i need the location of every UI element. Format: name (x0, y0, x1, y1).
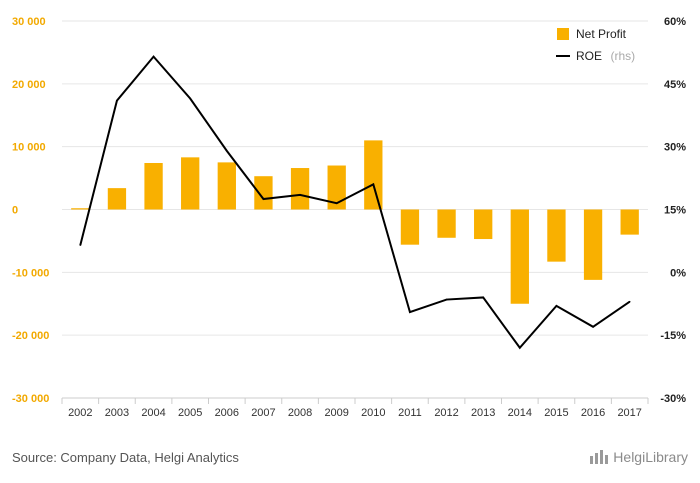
x-tick-label: 2016 (581, 407, 605, 419)
bar-net-profit-2016 (583, 209, 603, 280)
y-left-tick-label: -20 000 (12, 330, 49, 342)
y-left-tick-label: 30 000 (12, 16, 46, 28)
roe-point-2012 (445, 298, 448, 301)
brand: HelgiLibrary (589, 449, 688, 465)
legend-swatch-net-profit (557, 28, 569, 40)
x-tick-label: 2017 (617, 407, 641, 419)
brand-name: HelgiLibrary (613, 449, 688, 465)
y-right-tick-label: 45% (664, 79, 686, 91)
x-tick-label: 2003 (105, 407, 129, 419)
legend-label-roe: ROE (576, 49, 602, 63)
bar-net-profit-2004 (144, 163, 163, 210)
roe-point-2016 (592, 325, 594, 328)
axes: 2002 2003 2004 2005 2006 2007 2008 2009 2010 2011… (12, 16, 686, 419)
y-right-tick-label: 30% (664, 142, 686, 154)
bar-net-profit-2003 (107, 188, 127, 210)
x-tick-label: 2005 (178, 407, 202, 419)
x-tick-label: 2011 (398, 407, 422, 419)
x-tick-label: 2004 (141, 407, 165, 419)
bar-net-profit-2009 (327, 165, 346, 210)
roe-point-2011 (409, 311, 411, 313)
y-left-tick-label: -30 000 (12, 393, 49, 405)
x-tick-label: 2010 (361, 407, 385, 419)
legend-label-net-profit: Net Profit (576, 27, 627, 41)
y-right-tick-label: -30% (660, 393, 686, 405)
x-tick-label: 2014 (508, 407, 532, 419)
roe-line (79, 55, 631, 350)
roe-point-2013 (482, 296, 484, 299)
y-left-tick-label: 10 000 (12, 142, 46, 154)
bar-net-profit-2012 (437, 209, 456, 238)
roe-point-2005 (189, 97, 191, 100)
y-left-tick-label: 20 000 (12, 79, 46, 91)
bar-net-profit-2007 (254, 176, 273, 210)
bar-net-profit-2015 (547, 209, 566, 262)
roe-point-2007 (262, 198, 265, 200)
roe-point-2006 (226, 150, 228, 152)
roe-point-2008 (299, 194, 301, 196)
y-left-tick-label: 0 (12, 205, 18, 217)
y-right-tick-label: 15% (664, 205, 686, 217)
legend-label-roe-group: ROE (rhs) (576, 47, 635, 64)
helgi-logo-icon (590, 450, 609, 464)
bar-net-profit-2014 (510, 209, 529, 304)
bar-net-profit-2017 (620, 209, 639, 235)
x-tick-label: 2013 (471, 407, 495, 419)
bar-net-profit-2011 (400, 209, 420, 245)
roe-point-2010 (372, 183, 375, 186)
x-tick-label: 2008 (288, 407, 312, 419)
source-note: Source: Company Data, Helgi Analytics (12, 450, 239, 465)
bar-net-profit-2013 (474, 209, 493, 240)
x-tick-label: 2002 (68, 407, 92, 419)
legend: Net Profit ROE (rhs) (556, 27, 635, 64)
y-left-tick-label: -10 000 (12, 267, 49, 279)
y-right-tick-label: 0% (670, 267, 686, 279)
roe-point-2002 (79, 244, 82, 246)
roe-line-series (79, 55, 631, 350)
roe-point-2004 (152, 55, 155, 58)
net-profit-bars (71, 140, 639, 304)
legend-label-roe-suffix: (rhs) (610, 49, 635, 63)
y-right-tick-label: 60% (664, 16, 686, 28)
x-tick-label: 2012 (434, 407, 458, 419)
bar-net-profit-2002 (71, 208, 90, 210)
bar-net-profit-2005 (181, 157, 200, 210)
x-tick-label: 2006 (215, 407, 239, 419)
roe-point-2003 (116, 99, 118, 102)
bar-net-profit-2010 (364, 140, 383, 210)
roe-point-2014 (519, 346, 521, 349)
bar-net-profit-2008 (290, 168, 310, 210)
x-tick-label: 2009 (324, 407, 348, 419)
y-right-tick-label: -15% (660, 330, 686, 342)
roe-point-2017 (628, 300, 631, 303)
roe-point-2009 (335, 202, 338, 205)
x-tick-label: 2015 (544, 407, 568, 419)
bar-net-profit-2006 (217, 162, 236, 210)
x-tick-label: 2007 (251, 407, 275, 419)
roe-point-2015 (555, 305, 558, 307)
